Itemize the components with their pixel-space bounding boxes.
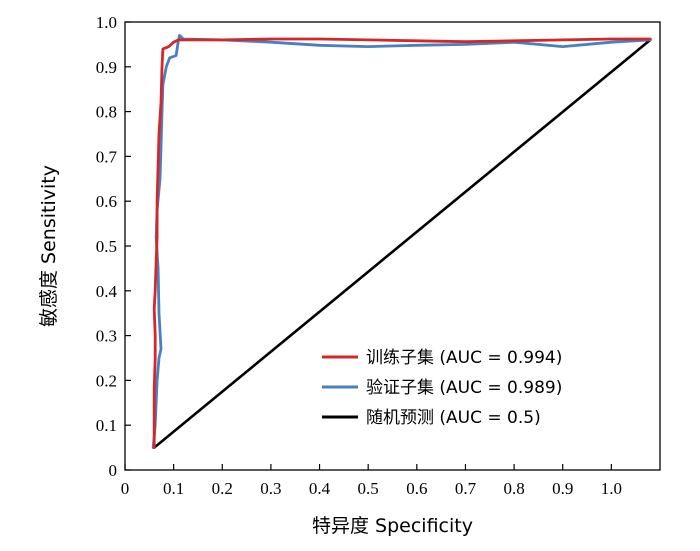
plot-curves: [151, 34, 652, 449]
y-tick-label: 0.5: [96, 237, 117, 256]
series-line-2: [152, 38, 652, 449]
x-tick-label: 0.9: [552, 479, 573, 498]
x-axis: 0 0.1 0.2 0.3 0.4 0.5 0.6 0.7 0.8 0.9 1.0: [121, 464, 622, 498]
y-tick-label: 1.0: [96, 13, 117, 32]
x-tick-label: 1.0: [601, 479, 622, 498]
x-tick-label: 0.1: [163, 479, 184, 498]
series-line-1: [151, 34, 652, 449]
y-tick-label: 0.8: [96, 103, 117, 122]
y-tick-label: 0.4: [96, 282, 118, 301]
y-axis: 0 0.1 0.2 0.3 0.4 0.5 0.6 0.7 0.8 0.9 1.0: [96, 13, 131, 480]
x-tick-label: 0: [121, 479, 130, 498]
y-tick-label: 0.7: [96, 147, 118, 166]
plot-frame: [124, 21, 661, 471]
y-tick-label: 0.3: [96, 327, 117, 346]
x-tick-label: 0.3: [260, 479, 281, 498]
legend-label-0: 训练子集 (AUC = 0.994): [366, 348, 562, 368]
x-tick-label: 0.8: [503, 479, 524, 498]
y-axis-title: 敏感度 Sensitivity: [38, 165, 60, 327]
x-tick-label: 0.6: [406, 479, 427, 498]
y-tick-label: 0.6: [96, 192, 117, 211]
x-axis-title: 特异度 Specificity: [312, 515, 473, 537]
x-tick-label: 0.2: [212, 479, 233, 498]
y-tick-label: 0.1: [96, 416, 117, 435]
legend-label-1: 验证子集 (AUC = 0.989): [366, 378, 562, 398]
x-tick-label: 0.5: [358, 479, 379, 498]
series-line-0: [152, 37, 652, 449]
y-tick-label: 0.9: [96, 58, 117, 77]
x-tick-label: 0.4: [309, 479, 331, 498]
legend-label-2: 随机预测 (AUC = 0.5): [366, 408, 541, 428]
y-tick-label: 0.2: [96, 371, 117, 390]
y-tick-label: 0: [109, 461, 118, 480]
legend: 训练子集 (AUC = 0.994) 验证子集 (AUC = 0.989) 随机预测…: [322, 348, 562, 428]
x-tick-label: 0.7: [455, 479, 477, 498]
